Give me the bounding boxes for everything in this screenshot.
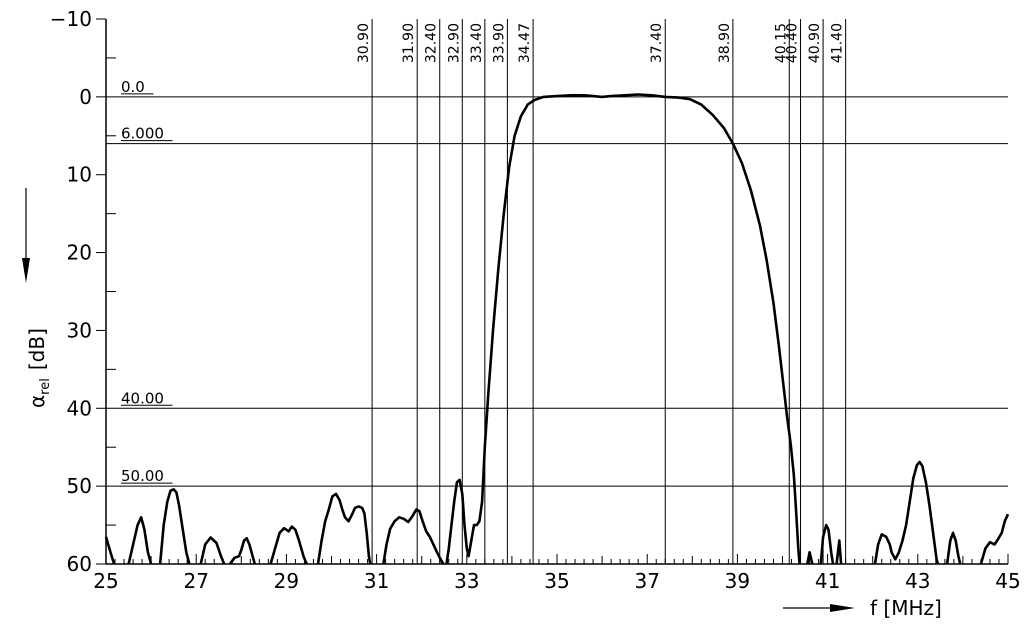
response-curve-segment (228, 537, 257, 565)
x-tick-label: 37 (634, 569, 659, 593)
x-tick-label: 33 (454, 569, 479, 593)
marker-layer (371, 19, 847, 564)
frequency-marker-label: 31.90 (401, 23, 417, 63)
frequency-marker-label: 33.90 (491, 23, 507, 63)
y-tick-label: 10 (67, 163, 92, 187)
x-axis-arrow-head (830, 604, 855, 612)
frequency-marker-label: 38.90 (717, 23, 733, 63)
x-tick-label: 39 (725, 569, 750, 593)
curve-layer (104, 93, 1010, 565)
x-tick-label: 25 (93, 569, 118, 593)
reference-line-label: 0.0 (121, 78, 145, 96)
reference-line-label: 50.00 (121, 467, 164, 485)
frequency-marker-label: 32.90 (446, 23, 462, 63)
x-tick-label: 43 (905, 569, 930, 593)
x-tick-label: 31 (364, 569, 389, 593)
y-tick-label: 0 (79, 85, 92, 109)
y-tick-label: 40 (67, 396, 92, 420)
response-curve-segment (806, 551, 814, 565)
response-curve-segment (979, 513, 1010, 565)
reference-line-label: 40.00 (121, 389, 164, 407)
y-tick-label: 50 (67, 474, 92, 498)
label-layer: 0.0 6.000 40.00 50.00 30.90 31.90 32.40 32.90 33… (22, 7, 1021, 620)
x-tick-label: 29 (274, 569, 299, 593)
frequency-marker-label: 40.15 (773, 23, 789, 63)
response-curve-segment (873, 460, 940, 565)
frequency-marker-label: 34.47 (517, 23, 533, 63)
response-curve-segment (104, 536, 116, 565)
frequency-marker-label: 37.40 (649, 23, 665, 63)
y-tick-label: −10 (50, 7, 92, 31)
response-curve-segment (382, 508, 445, 565)
x-tick-label: 27 (183, 569, 208, 593)
response-curve-segment (945, 531, 962, 565)
frequency-marker-label: 41.40 (830, 23, 846, 63)
x-tick-label: 45 (995, 569, 1020, 593)
x-axis-title: f [MHz] (870, 596, 942, 620)
frequency-marker-label: 33.40 (469, 23, 485, 63)
y-axis-arrow-head (22, 258, 30, 283)
response-curve-segment (819, 523, 835, 565)
frequency-marker-label: 40.90 (807, 23, 823, 63)
y-tick-label: 20 (67, 241, 92, 265)
response-curve-segment (158, 488, 191, 565)
response-curve-segment (835, 539, 843, 565)
y-tick-label: 60 (67, 552, 92, 576)
response-curve-segment (199, 536, 226, 565)
x-tick-label: 35 (544, 569, 569, 593)
response-curve-segment (269, 525, 308, 565)
response-curve-segment (316, 492, 372, 565)
y-tick-label: 30 (67, 318, 92, 342)
grid-layer (106, 96, 1008, 487)
reference-line-label: 6.000 (121, 125, 164, 143)
x-tick-label: 41 (815, 569, 840, 593)
frequency-marker-label: 30.90 (356, 23, 372, 63)
frequency-marker-label: 40.40 (785, 23, 801, 63)
y-axis-title: αrel[dB] (25, 328, 53, 408)
response-curve-segment (127, 516, 153, 565)
axes-layer (96, 18, 1009, 565)
frequency-marker-label: 32.40 (424, 23, 440, 63)
response-curve-segment (445, 93, 801, 565)
